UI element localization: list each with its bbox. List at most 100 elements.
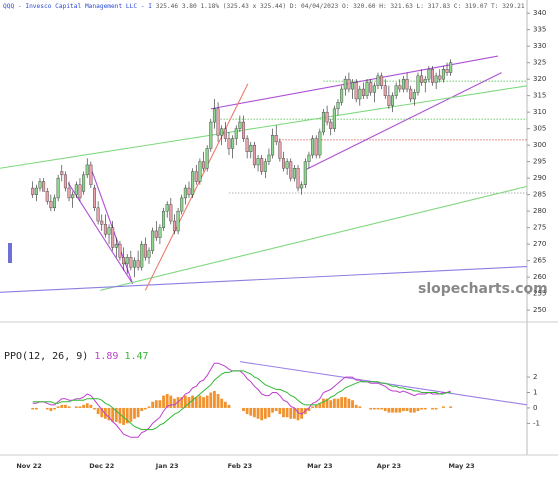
histogram-bar <box>122 407 125 425</box>
candle-body <box>67 187 71 199</box>
candle-body <box>343 78 347 90</box>
candle-body <box>96 207 100 222</box>
candle-body <box>281 158 285 169</box>
candle-body <box>205 148 209 169</box>
histogram-bar <box>242 407 245 412</box>
candle-body <box>60 171 64 176</box>
watermark: slopecharts.com <box>418 281 548 297</box>
y-tick-label: 310 <box>533 108 546 116</box>
histogram-bar <box>249 407 253 416</box>
candle-body <box>303 161 307 185</box>
histogram-bar <box>318 403 322 408</box>
histogram-bar <box>67 406 71 408</box>
candle-body <box>292 168 296 179</box>
candle-body <box>332 108 336 129</box>
candle-body <box>409 88 413 100</box>
histogram-bar <box>89 404 93 408</box>
histogram-bar <box>285 407 289 418</box>
x-tick-label: Jan 23 <box>155 462 179 470</box>
histogram-bar <box>314 404 318 408</box>
candle-body <box>340 88 344 103</box>
y-tick-label: 265 <box>533 257 546 265</box>
candle-body <box>114 243 118 248</box>
candle-body <box>111 227 115 248</box>
histogram-bar <box>56 406 60 408</box>
histogram-bar <box>143 407 147 410</box>
candle-body <box>289 161 293 179</box>
candle-body <box>351 82 355 90</box>
histogram-bar <box>64 404 67 408</box>
indicator-label: PPO(12, 26, 9) <box>4 351 88 362</box>
candle-body <box>252 144 256 166</box>
candle-body <box>401 78 405 90</box>
candle-body <box>216 108 220 136</box>
y-tick-label: 300 <box>533 141 546 149</box>
candle-body <box>53 197 57 209</box>
histogram-bar <box>140 407 144 412</box>
candle-body <box>212 108 216 123</box>
y-tick-label: 295 <box>533 158 546 166</box>
histogram-bar <box>383 407 387 412</box>
candle-body <box>383 85 387 96</box>
x-tick-label: Nov 22 <box>16 462 41 470</box>
candle-body <box>143 243 147 258</box>
histogram-bar <box>267 407 271 418</box>
y-tick-label: 285 <box>533 191 546 199</box>
candle-body <box>376 75 380 86</box>
trend-line <box>144 83 249 291</box>
histogram-bar <box>343 397 347 408</box>
histogram-bar <box>191 395 195 408</box>
indicator-line <box>32 370 451 431</box>
candle-body <box>82 174 86 192</box>
candle-body <box>74 184 78 195</box>
candle-body <box>118 243 122 258</box>
y-tick-label: 340 <box>533 9 546 17</box>
trend-line <box>89 164 134 284</box>
candle-body <box>162 210 166 228</box>
candle-body <box>420 75 424 83</box>
candle-body <box>194 171 198 182</box>
candle-body <box>107 227 111 235</box>
candle-body <box>223 128 227 139</box>
candle-body <box>365 82 369 96</box>
y-tick-label: 325 <box>533 59 546 67</box>
candle-body <box>169 204 173 222</box>
candle-body <box>267 154 271 162</box>
candle-body <box>242 121 246 139</box>
histogram-bar <box>96 407 100 415</box>
candle-body <box>441 69 445 80</box>
candle-body <box>263 161 267 172</box>
histogram-bar <box>387 407 391 413</box>
candle-body <box>125 257 129 265</box>
candle-body <box>318 131 322 156</box>
histogram-bar <box>60 404 64 408</box>
candle-body <box>227 138 231 149</box>
candle-body <box>220 128 224 136</box>
histogram-bar <box>271 407 274 413</box>
histogram-bar <box>402 407 405 412</box>
y-tick-label: 320 <box>533 75 546 83</box>
candle-body <box>271 135 275 156</box>
histogram-bar <box>165 394 169 408</box>
histogram-bar <box>289 407 293 419</box>
candle-body <box>329 121 333 129</box>
histogram-bar <box>358 406 362 408</box>
candle-body <box>122 257 126 265</box>
y-tick-label: 1 <box>533 389 537 397</box>
histogram-bar <box>125 407 129 424</box>
histogram-bar <box>245 407 249 415</box>
histogram-bar <box>416 407 420 412</box>
candle-body <box>49 201 53 209</box>
candle-body <box>449 62 453 73</box>
candle-body <box>438 75 442 80</box>
candle-body <box>354 82 358 100</box>
candle-body <box>423 78 427 83</box>
candle-body <box>154 230 158 238</box>
y-tick-label: 305 <box>533 125 546 133</box>
y-tick-label: 0 <box>533 404 537 412</box>
histogram-bar <box>351 400 354 408</box>
candle-body <box>202 161 206 169</box>
candle-body <box>300 184 304 189</box>
candle-body <box>260 158 264 172</box>
x-tick-label: Dec 22 <box>89 462 114 470</box>
